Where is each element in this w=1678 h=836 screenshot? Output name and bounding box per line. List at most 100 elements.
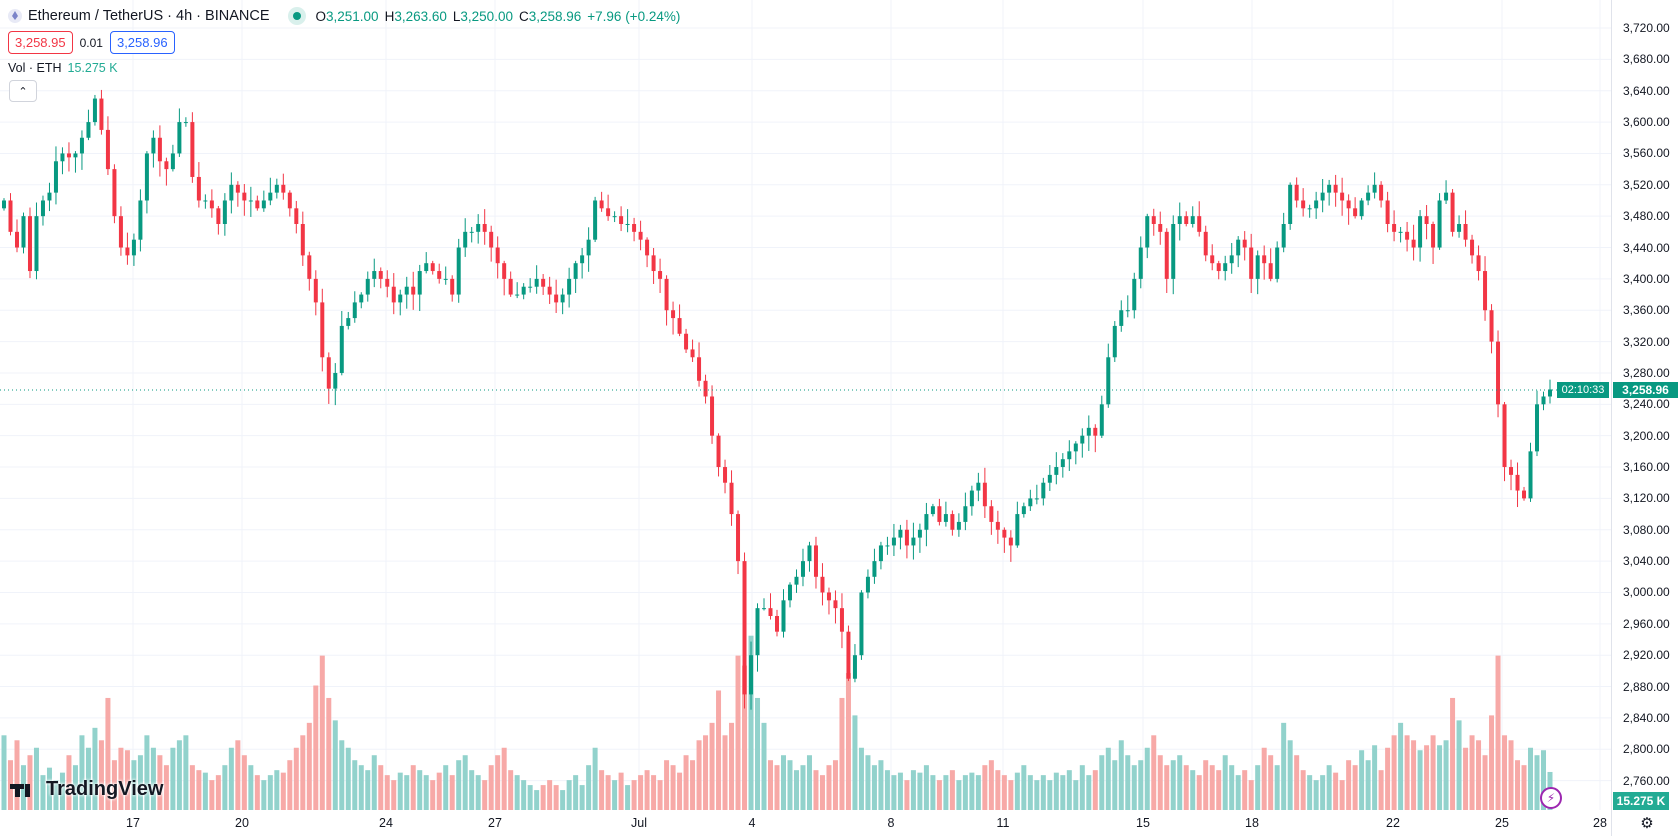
volume-bar: [1261, 747, 1267, 810]
volume-bar: [560, 790, 566, 810]
volume-legend[interactable]: Vol · ETH 15.275 K: [8, 61, 118, 75]
volume-bar: [793, 770, 799, 810]
candle-body: [1392, 224, 1397, 232]
volume-bar: [1040, 775, 1046, 810]
volume-bar: [1222, 755, 1228, 810]
candle: [216, 205, 221, 235]
price-axis-label: 3,080.00: [1623, 522, 1670, 537]
candle-body: [995, 521, 1000, 530]
candle-body: [1216, 263, 1221, 272]
volume-bar: [124, 750, 130, 810]
volume-bar: [1112, 760, 1118, 810]
volume-bar: [787, 760, 793, 810]
volume-bar: [1274, 765, 1280, 810]
candle: [398, 289, 403, 316]
candle: [1093, 424, 1098, 453]
price-chart[interactable]: [0, 0, 1611, 836]
candle: [820, 563, 825, 606]
candle-body: [300, 224, 305, 256]
volume-bar: [1157, 755, 1163, 810]
volume-bar: [969, 772, 975, 810]
volume-bar: [1346, 760, 1352, 810]
candle: [1392, 210, 1397, 242]
volume-bar: [287, 760, 293, 810]
candle: [164, 157, 169, 186]
candle-body: [424, 263, 429, 272]
volume-bar: [1339, 780, 1345, 810]
candle: [287, 190, 292, 217]
volume-bar: [826, 765, 832, 810]
candle: [1483, 256, 1488, 321]
candle: [1457, 215, 1462, 238]
volume-bar: [157, 755, 163, 810]
volume-bar: [293, 747, 299, 810]
volume-bar: [690, 760, 696, 810]
candle-body: [658, 271, 663, 279]
candle-body: [976, 482, 981, 491]
candle-body: [878, 545, 883, 562]
volume-bar: [1463, 747, 1469, 810]
volume-bar: [1495, 655, 1501, 810]
candle-body: [151, 137, 156, 154]
candle-body: [1437, 200, 1442, 248]
time-axis-label: 18: [1245, 816, 1259, 830]
candle-body: [1359, 200, 1364, 217]
candle-body: [1190, 216, 1195, 224]
candle-body: [1099, 404, 1104, 436]
volume-bar: [592, 747, 598, 810]
candle: [1210, 244, 1215, 271]
symbol-title[interactable]: Ethereum / TetherUS · 4h · BINANCE: [28, 8, 270, 24]
candle: [1372, 172, 1377, 199]
collapse-legend-button[interactable]: ⌃: [9, 80, 37, 102]
candle-body: [593, 200, 598, 240]
volume-bar: [1320, 775, 1326, 810]
price-axis[interactable]: [1611, 0, 1678, 836]
candle-body: [950, 514, 955, 530]
spread-value: 0.01: [79, 35, 103, 50]
candle: [1008, 530, 1013, 562]
volume-bar: [1528, 747, 1534, 810]
volume-bar: [514, 775, 520, 810]
settings-icon[interactable]: ⚙︎: [1640, 815, 1654, 832]
candle: [209, 189, 214, 218]
candle: [469, 226, 474, 243]
volume-bar: [1060, 775, 1066, 810]
candle-body: [320, 302, 325, 358]
candle: [943, 501, 948, 527]
candle-body: [222, 200, 227, 224]
candle: [1548, 379, 1552, 404]
candle-body: [567, 278, 572, 295]
sell-button[interactable]: 3,258.95: [8, 31, 73, 54]
candle-body: [787, 584, 792, 601]
candle: [1281, 212, 1286, 253]
candle-body: [398, 294, 403, 303]
candle-body: [1041, 482, 1046, 499]
candle: [281, 173, 286, 200]
candle: [1307, 204, 1312, 218]
candle-body: [508, 278, 513, 295]
candle: [638, 220, 643, 251]
candle: [476, 214, 481, 244]
buy-button[interactable]: 3,258.96: [109, 31, 175, 54]
candle-body: [1288, 184, 1293, 224]
price-axis-label: 2,760.00: [1623, 773, 1670, 788]
candle: [456, 238, 461, 303]
volume-bar: [1352, 765, 1358, 810]
candle-body: [1015, 514, 1020, 546]
candle: [1444, 180, 1449, 205]
volume-bar: [384, 775, 390, 810]
volume-bar: [852, 715, 858, 810]
candle: [1333, 174, 1338, 207]
lightning-icon[interactable]: ⚡︎: [1540, 787, 1562, 809]
candle: [1073, 441, 1078, 465]
volume-bar: [358, 765, 364, 810]
candle: [443, 266, 448, 285]
candle: [1099, 395, 1104, 439]
candle-body: [625, 224, 630, 225]
candle: [359, 292, 364, 309]
candle-body: [891, 537, 896, 546]
market-open-status-icon[interactable]: [287, 7, 306, 25]
tradingview-logo[interactable]: TradingView: [10, 778, 163, 801]
candle-body: [1327, 184, 1332, 193]
volume-bar: [202, 772, 208, 810]
